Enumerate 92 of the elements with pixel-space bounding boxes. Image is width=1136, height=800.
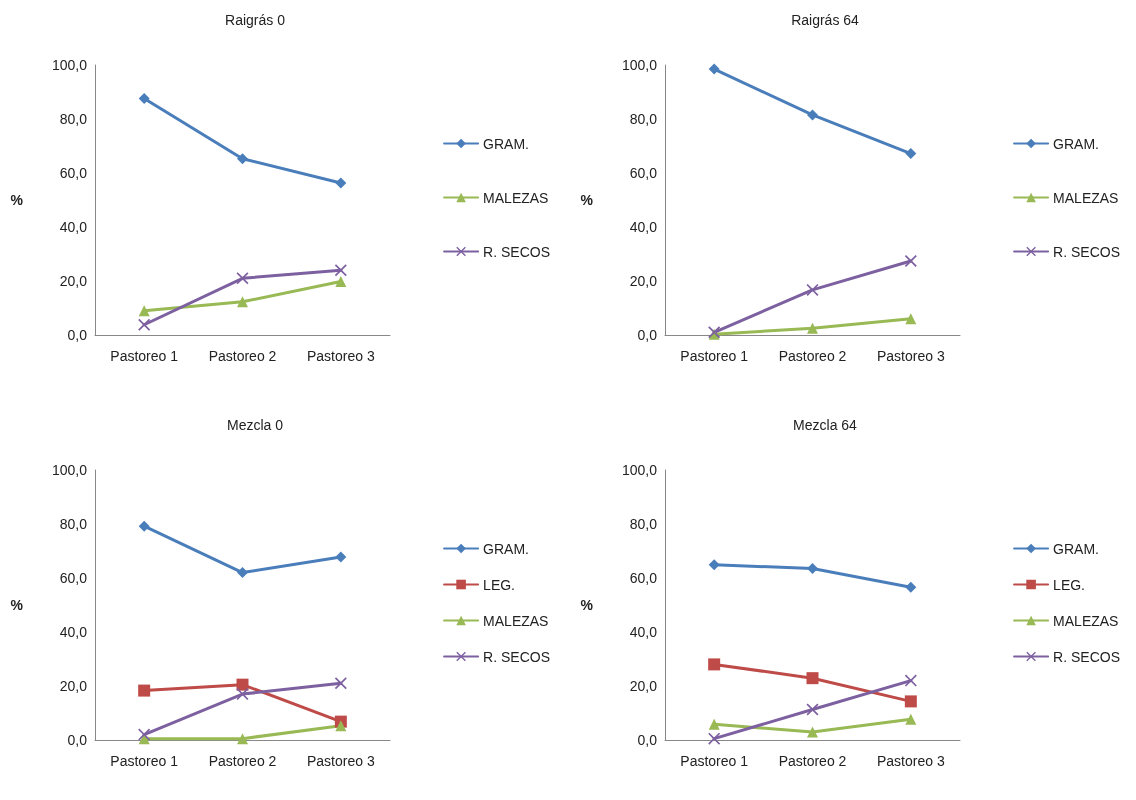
- point: [335, 276, 347, 288]
- legend-label: MALEZAS: [483, 612, 549, 629]
- point: [904, 695, 917, 708]
- y-tick-label: 80,0: [629, 516, 658, 532]
- point: [138, 318, 151, 331]
- y-axis-title: %: [10, 597, 24, 613]
- y-tick-label: 0,0: [67, 327, 88, 343]
- chart-title: Raigrás 0: [225, 12, 286, 28]
- x-tick-label: Pastoreo 2: [778, 348, 847, 364]
- legend-label: MALEZAS: [1053, 612, 1119, 629]
- x-tick-label: Pastoreo 2: [208, 753, 277, 769]
- legend-label: LEG.: [483, 576, 515, 593]
- legend-label: GRAM.: [483, 540, 529, 557]
- point: [138, 92, 150, 104]
- chart-title: Mezcla 64: [793, 417, 858, 433]
- legend-label: R. SECOS: [1053, 648, 1120, 665]
- x-tick-label: Pastoreo 3: [876, 753, 945, 769]
- point: [708, 658, 721, 671]
- y-tick-label: 80,0: [629, 111, 658, 127]
- point: [138, 520, 150, 532]
- y-tick-label: 0,0: [637, 327, 658, 343]
- x-tick-label: Pastoreo 3: [306, 753, 375, 769]
- point: [334, 264, 347, 277]
- legend-label: MALEZAS: [483, 189, 549, 206]
- point: [335, 551, 347, 563]
- y-tick-label: 100,0: [621, 462, 658, 478]
- legend-label: GRAM.: [483, 135, 529, 152]
- legend-label: LEG.: [1053, 576, 1085, 593]
- point: [905, 713, 917, 725]
- y-axis-title: %: [580, 192, 594, 208]
- y-tick-label: 40,0: [59, 624, 88, 640]
- x-tick-label: Pastoreo 1: [680, 348, 749, 364]
- y-tick-label: 20,0: [59, 678, 88, 694]
- y-tick-label: 60,0: [59, 570, 88, 586]
- point: [708, 732, 721, 745]
- y-tick-label: 100,0: [621, 57, 658, 73]
- point: [334, 677, 347, 690]
- point: [335, 177, 347, 189]
- y-tick-label: 20,0: [629, 273, 658, 289]
- point: [905, 313, 917, 325]
- point: [237, 567, 248, 579]
- point: [236, 272, 249, 285]
- y-tick-label: 60,0: [59, 165, 88, 181]
- y-tick-label: 20,0: [629, 678, 658, 694]
- point: [708, 718, 720, 730]
- point: [138, 684, 151, 697]
- legend-label: GRAM.: [1053, 540, 1099, 557]
- y-tick-label: 20,0: [59, 273, 88, 289]
- x-tick-label: Pastoreo 3: [876, 348, 945, 364]
- y-tick-label: 40,0: [629, 219, 658, 235]
- point: [335, 720, 347, 732]
- y-tick-label: 40,0: [59, 219, 88, 235]
- point: [236, 678, 249, 691]
- point: [237, 296, 248, 308]
- chart-title: Raigrás 64: [791, 12, 860, 28]
- point: [905, 148, 917, 160]
- point: [807, 109, 818, 121]
- y-tick-label: 80,0: [59, 111, 88, 127]
- legend-label: GRAM.: [1053, 135, 1099, 152]
- y-tick-label: 80,0: [59, 516, 88, 532]
- x-tick-label: Pastoreo 2: [778, 753, 847, 769]
- y-tick-label: 40,0: [629, 624, 658, 640]
- legend-label: R. SECOS: [1053, 243, 1120, 260]
- point: [807, 322, 818, 334]
- y-axis-title: %: [580, 597, 594, 613]
- x-tick-label: Pastoreo 3: [306, 348, 375, 364]
- y-axis-title: %: [10, 192, 24, 208]
- x-tick-label: Pastoreo 1: [110, 753, 179, 769]
- point: [806, 672, 819, 685]
- y-tick-label: 100,0: [51, 57, 88, 73]
- point: [807, 563, 818, 575]
- point: [904, 255, 917, 268]
- legend-label: R. SECOS: [483, 243, 550, 260]
- x-tick-label: Pastoreo 2: [208, 348, 277, 364]
- point: [905, 581, 917, 593]
- point: [708, 559, 720, 571]
- point: [237, 733, 248, 745]
- y-tick-label: 60,0: [629, 165, 658, 181]
- legend-label: MALEZAS: [1053, 189, 1119, 206]
- x-tick-label: Pastoreo 1: [110, 348, 179, 364]
- point: [807, 726, 818, 738]
- chart-title: Mezcla 0: [226, 417, 284, 433]
- point: [806, 703, 819, 716]
- point: [708, 63, 720, 75]
- point: [237, 153, 248, 165]
- y-tick-label: 60,0: [629, 570, 658, 586]
- x-tick-label: Pastoreo 1: [680, 753, 749, 769]
- legend-label: R. SECOS: [483, 648, 550, 665]
- point: [138, 305, 150, 317]
- y-tick-label: 0,0: [637, 732, 658, 748]
- y-tick-label: 0,0: [67, 732, 88, 748]
- y-tick-label: 100,0: [51, 462, 88, 478]
